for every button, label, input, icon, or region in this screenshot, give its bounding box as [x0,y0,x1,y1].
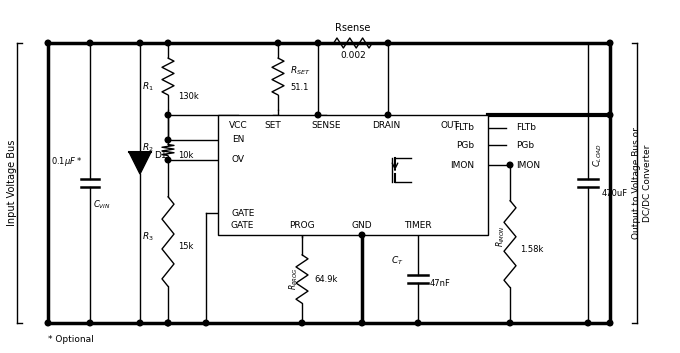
Text: PGb: PGb [516,140,534,150]
Text: Rsense: Rsense [335,23,371,33]
Circle shape [359,320,364,326]
Text: D1: D1 [154,150,167,160]
Text: PROG: PROG [289,221,315,229]
Circle shape [165,112,171,118]
Text: Output to Voltage Bus or
DC/DC Converter: Output to Voltage Bus or DC/DC Converter [632,127,651,239]
Circle shape [165,157,171,163]
Text: $C_T$: $C_T$ [392,255,404,267]
Text: 47nF: 47nF [430,280,451,288]
Circle shape [165,40,171,46]
Text: 470uF: 470uF [602,189,628,197]
Text: 51.1: 51.1 [290,83,308,91]
Text: 1.58k: 1.58k [520,245,543,253]
Circle shape [137,320,143,326]
Text: EN: EN [232,136,244,144]
Text: $0.1\mu F*$: $0.1\mu F*$ [51,155,82,168]
Text: TIMER: TIMER [404,221,432,229]
Text: $R_3$: $R_3$ [142,230,154,243]
Text: GATE: GATE [231,221,254,229]
Circle shape [316,40,321,46]
Text: $R_{IMON}$: $R_{IMON}$ [494,225,507,247]
Circle shape [87,40,92,46]
Circle shape [385,112,391,118]
Polygon shape [129,152,151,174]
Circle shape [275,40,281,46]
Text: $C_{VIN}$: $C_{VIN}$ [93,199,111,211]
Text: $R_2$: $R_2$ [142,142,154,154]
Circle shape [45,320,51,326]
Text: OUT: OUT [441,120,460,130]
Circle shape [607,320,613,326]
Text: 130k: 130k [178,92,199,101]
Text: Input Voltage Bus: Input Voltage Bus [7,140,17,226]
Text: SET: SET [265,120,282,130]
Circle shape [607,40,613,46]
Circle shape [299,320,305,326]
Text: GND: GND [352,221,373,229]
Circle shape [585,320,591,326]
Text: * Optional: * Optional [48,335,94,344]
Text: 10k: 10k [178,150,193,160]
Text: 0.002: 0.002 [340,50,366,60]
Circle shape [165,137,171,143]
Circle shape [607,112,613,118]
Text: 64.9k: 64.9k [314,275,337,283]
Circle shape [45,40,51,46]
Text: VCC: VCC [228,120,248,130]
Bar [218,115,488,235]
Text: PGb: PGb [456,140,474,150]
Circle shape [87,320,92,326]
Text: OV: OV [232,156,245,164]
Text: SENSE: SENSE [311,120,341,130]
Circle shape [507,162,513,168]
Text: GATE: GATE [232,209,256,217]
Text: FLTb: FLTb [516,124,536,132]
Circle shape [137,40,143,46]
Text: FLTb: FLTb [454,124,474,132]
Circle shape [415,320,421,326]
Text: IMON: IMON [450,161,474,169]
Text: DRAIN: DRAIN [372,120,400,130]
Circle shape [507,320,513,326]
Circle shape [203,320,209,326]
Text: $R_1$: $R_1$ [142,80,154,93]
Circle shape [165,320,171,326]
Text: $R_{PROG}$: $R_{PROG}$ [288,268,300,290]
Text: $C_{LOAD}$: $C_{LOAD}$ [592,143,605,167]
Text: IMON: IMON [516,161,540,169]
Text: $R_{SET}$: $R_{SET}$ [290,65,311,77]
Circle shape [316,112,321,118]
Circle shape [385,40,391,46]
Circle shape [359,232,364,238]
Text: 15k: 15k [178,242,193,251]
Circle shape [165,320,171,326]
